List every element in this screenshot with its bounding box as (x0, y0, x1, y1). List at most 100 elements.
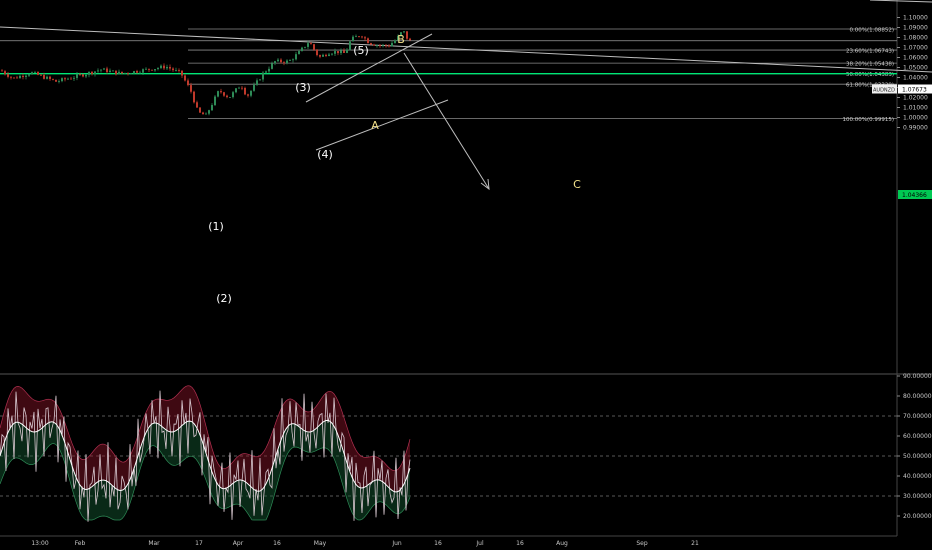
price-tick-label: 1.00000 (903, 115, 928, 122)
candle-body (319, 55, 321, 57)
candle-body (376, 45, 378, 47)
candle-body (109, 70, 111, 73)
candle-body (178, 70, 180, 71)
candle-body (37, 71, 39, 75)
candle-body (133, 71, 135, 74)
fib-level-label: 100.00%(0.99915) (842, 117, 894, 123)
fib-retracement[interactable]: 0.00%(1.08852) 23.60%(1.06743) 38.20%(1.05… (0, 27, 897, 123)
candle-body (151, 69, 153, 71)
osc-tick-label: 90.00000 (903, 373, 932, 380)
candle-body (85, 74, 87, 77)
candle-body (190, 85, 192, 92)
candle-body (262, 72, 264, 80)
price-tick-label: 1.02000 (903, 95, 928, 102)
candle-body (199, 107, 201, 113)
candle-body (241, 87, 243, 89)
candle-body (244, 87, 246, 95)
candle-body (73, 77, 75, 79)
candle-body (121, 71, 123, 74)
candle-body (280, 59, 282, 63)
candle-body (220, 91, 222, 93)
candle-body (19, 75, 21, 79)
candle-body (313, 44, 315, 50)
candle-body (196, 102, 198, 108)
price-tick-label: 1.07000 (903, 45, 928, 52)
oscillator-axis[interactable]: 90.00000 80.00000 70.00000 60.00000 50.00000… (897, 373, 932, 520)
candle-body (223, 92, 225, 96)
fib-level-label: 61.80%(1.03329) (846, 83, 894, 89)
candle-body (124, 72, 126, 74)
candle-body (364, 37, 366, 39)
oscillator-plot (0, 385, 411, 522)
price-axis[interactable]: 1.10000 1.09000 1.08000 1.07000 1.06000 1.050… (897, 15, 928, 132)
candle-body (382, 44, 384, 46)
candle-body (115, 70, 117, 75)
candle-body (10, 76, 12, 78)
time-tick-label: 16 (273, 540, 281, 547)
candle-body (217, 91, 219, 97)
wave-label-5: (5) (353, 44, 369, 57)
candle-body (22, 75, 24, 77)
channel-upper-line (305, 33, 433, 103)
wave-label-B: B (397, 33, 405, 46)
wave-labels: (1) (2) (3) (4) (5) A B C (208, 33, 581, 305)
candle-body (25, 75, 27, 77)
candle-body (28, 74, 30, 76)
fib-level-label: 38.20%(1.05438) (846, 62, 894, 68)
last-price-tag: AUDNZD 1.07673 (872, 84, 932, 94)
candle-body (334, 51, 336, 54)
price-tick-label: 0.99000 (903, 125, 928, 132)
time-tick-label: 16 (434, 540, 442, 547)
candle-body (166, 66, 168, 69)
candle-body (370, 43, 372, 45)
candle-body (55, 79, 57, 82)
wave-label-3: (3) (295, 81, 311, 94)
candle-body (391, 43, 393, 47)
candle-body (175, 70, 177, 71)
time-tick-label: Apr (233, 540, 244, 547)
time-axis[interactable]: 13:00 Feb Mar 17 Apr 16 May Jun 16 Jul 16 Aug Sep 21 (0, 535, 897, 547)
long-downtrend-line (0, 26, 932, 73)
osc-tick-label: 20.00000 (903, 513, 932, 520)
osc-tick-label: 30.00000 (903, 493, 932, 500)
candle-body (268, 68, 270, 72)
level-price-tag: 1.04366 (898, 190, 932, 199)
candle-body (169, 66, 171, 69)
osc-tick-label: 40.00000 (903, 473, 932, 480)
price-tick-label: 1.01000 (903, 105, 928, 112)
candle-body (181, 70, 183, 76)
price-tick-label: 1.09000 (903, 25, 928, 32)
candles (1, 31, 411, 116)
candle-body (250, 90, 252, 96)
candle-body (46, 76, 48, 79)
osc-signal-line (0, 419, 411, 493)
fib-level-label: 23.60%(1.06743) (846, 49, 894, 55)
candle-body (4, 71, 6, 75)
candle-body (331, 53, 333, 55)
candle-body (130, 73, 132, 75)
osc-tick-label: 80.00000 (903, 393, 932, 400)
candle-body (91, 71, 93, 74)
candle-body (394, 40, 396, 44)
candle-body (70, 78, 72, 80)
osc-upper-band (0, 385, 411, 472)
candle-body (322, 54, 324, 57)
candle-body (112, 70, 114, 72)
time-tick-label: 13:00 (31, 540, 48, 547)
candle-body (34, 71, 36, 73)
candle-body (172, 68, 174, 71)
candle-body (343, 50, 345, 53)
trendlines[interactable] (0, 0, 932, 191)
candle-body (406, 31, 408, 39)
candle-body (13, 77, 15, 79)
candle-body (289, 60, 291, 61)
candle-body (358, 36, 360, 38)
price-tick-label: 1.08000 (903, 35, 928, 42)
candle-body (256, 80, 258, 85)
candle-body (310, 43, 312, 45)
wave-label-2: (2) (216, 292, 232, 305)
candle-body (103, 68, 105, 70)
candle-body (139, 72, 141, 74)
wave-label-1: (1) (208, 220, 224, 233)
